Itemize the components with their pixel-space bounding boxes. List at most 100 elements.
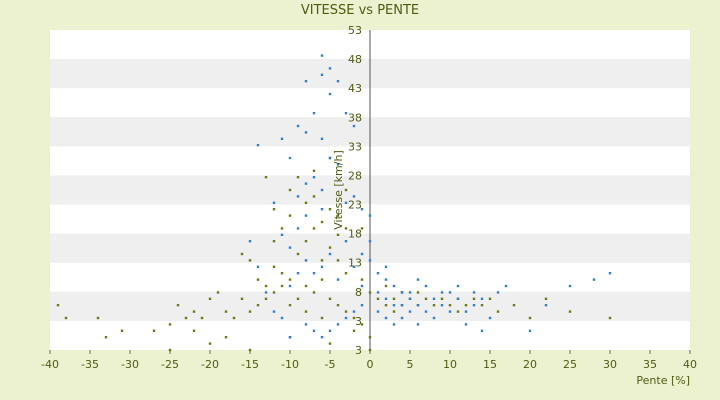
- data-point: [352, 329, 356, 332]
- data-point: [312, 291, 316, 294]
- data-point: [512, 304, 516, 307]
- data-point: [392, 304, 396, 307]
- data-point: [208, 297, 212, 300]
- data-point: [368, 240, 372, 243]
- data-point: [272, 291, 276, 294]
- data-point: [256, 265, 260, 268]
- data-point: [368, 336, 372, 339]
- data-point: [544, 297, 548, 300]
- data-point: [120, 329, 124, 332]
- data-point: [544, 304, 548, 307]
- x-tick-label: -35: [81, 358, 99, 371]
- x-tick-label: -5: [325, 358, 336, 371]
- data-point: [488, 297, 492, 300]
- x-tick-label: -40: [41, 358, 59, 371]
- data-point: [336, 80, 340, 83]
- data-point: [360, 284, 364, 288]
- data-point: [416, 323, 420, 326]
- x-tick-label: -30: [121, 358, 139, 371]
- data-point: [432, 297, 436, 300]
- data-point: [312, 272, 316, 275]
- y-tick-label: 28: [348, 169, 362, 182]
- data-point: [472, 304, 476, 307]
- data-point: [288, 188, 292, 192]
- data-point: [344, 112, 348, 115]
- data-point: [184, 316, 188, 320]
- data-point: [528, 316, 532, 320]
- data-point: [376, 272, 380, 275]
- data-point: [344, 272, 348, 275]
- data-point: [432, 304, 436, 307]
- data-point: [384, 304, 388, 307]
- x-tick-label: 30: [603, 358, 617, 371]
- data-point: [320, 73, 324, 76]
- data-point: [312, 169, 316, 172]
- data-point: [208, 342, 212, 345]
- data-point: [480, 297, 484, 300]
- data-point: [320, 188, 324, 192]
- data-point: [248, 259, 252, 262]
- data-point: [304, 240, 308, 243]
- y-tick-label: 48: [348, 53, 362, 66]
- data-point: [392, 310, 396, 313]
- data-point: [488, 316, 492, 320]
- data-point: [320, 278, 324, 281]
- data-point: [416, 304, 420, 307]
- data-point: [240, 252, 244, 256]
- data-point: [280, 316, 284, 320]
- data-point: [96, 316, 100, 320]
- x-tick-label: -25: [161, 358, 179, 371]
- x-axis-ticks: -40 -35 -30 -25 -20 -15 -10 -5 0 5 10 15 20 25 30 35 40: [41, 350, 697, 371]
- data-point: [480, 329, 484, 332]
- data-point: [56, 304, 60, 307]
- data-point: [368, 348, 372, 352]
- y-tick-label: 23: [348, 199, 362, 212]
- data-point: [448, 304, 452, 307]
- data-point: [440, 291, 444, 294]
- data-point: [288, 284, 292, 288]
- data-point: [608, 272, 612, 275]
- data-point: [384, 278, 388, 281]
- data-point: [400, 316, 404, 320]
- y-tick-label: 18: [348, 228, 362, 241]
- data-point: [408, 310, 412, 313]
- data-point: [272, 208, 276, 211]
- data-point: [496, 291, 500, 294]
- data-point: [288, 246, 292, 249]
- data-point: [152, 329, 156, 332]
- data-point: [288, 336, 292, 339]
- data-point: [216, 291, 220, 294]
- data-point: [472, 297, 476, 300]
- data-point: [296, 195, 300, 198]
- data-point: [64, 316, 68, 320]
- data-point: [360, 278, 364, 281]
- data-point: [408, 291, 412, 294]
- data-point: [304, 131, 308, 134]
- data-point: [320, 259, 324, 262]
- data-point: [328, 252, 332, 256]
- x-tick-label: -15: [241, 358, 259, 371]
- data-point: [392, 284, 396, 288]
- data-point: [328, 329, 332, 332]
- data-point: [296, 124, 300, 128]
- x-tick-label: 25: [563, 358, 577, 371]
- data-point: [344, 201, 348, 204]
- chart-title: VITESSE vs PENTE: [301, 3, 419, 18]
- data-point: [360, 304, 364, 307]
- data-point: [288, 214, 292, 217]
- data-point: [336, 278, 340, 281]
- data-point: [304, 201, 308, 204]
- data-point: [480, 304, 484, 307]
- data-point: [360, 252, 364, 256]
- data-points: [56, 54, 612, 352]
- data-point: [336, 259, 340, 262]
- x-tick-label: -10: [281, 358, 299, 371]
- data-point: [456, 310, 460, 313]
- data-point: [256, 304, 260, 307]
- y-tick-label: 13: [348, 257, 362, 270]
- data-point: [440, 297, 444, 300]
- data-point: [224, 310, 228, 313]
- data-point: [224, 336, 228, 339]
- data-point: [424, 284, 428, 288]
- data-point: [256, 278, 260, 281]
